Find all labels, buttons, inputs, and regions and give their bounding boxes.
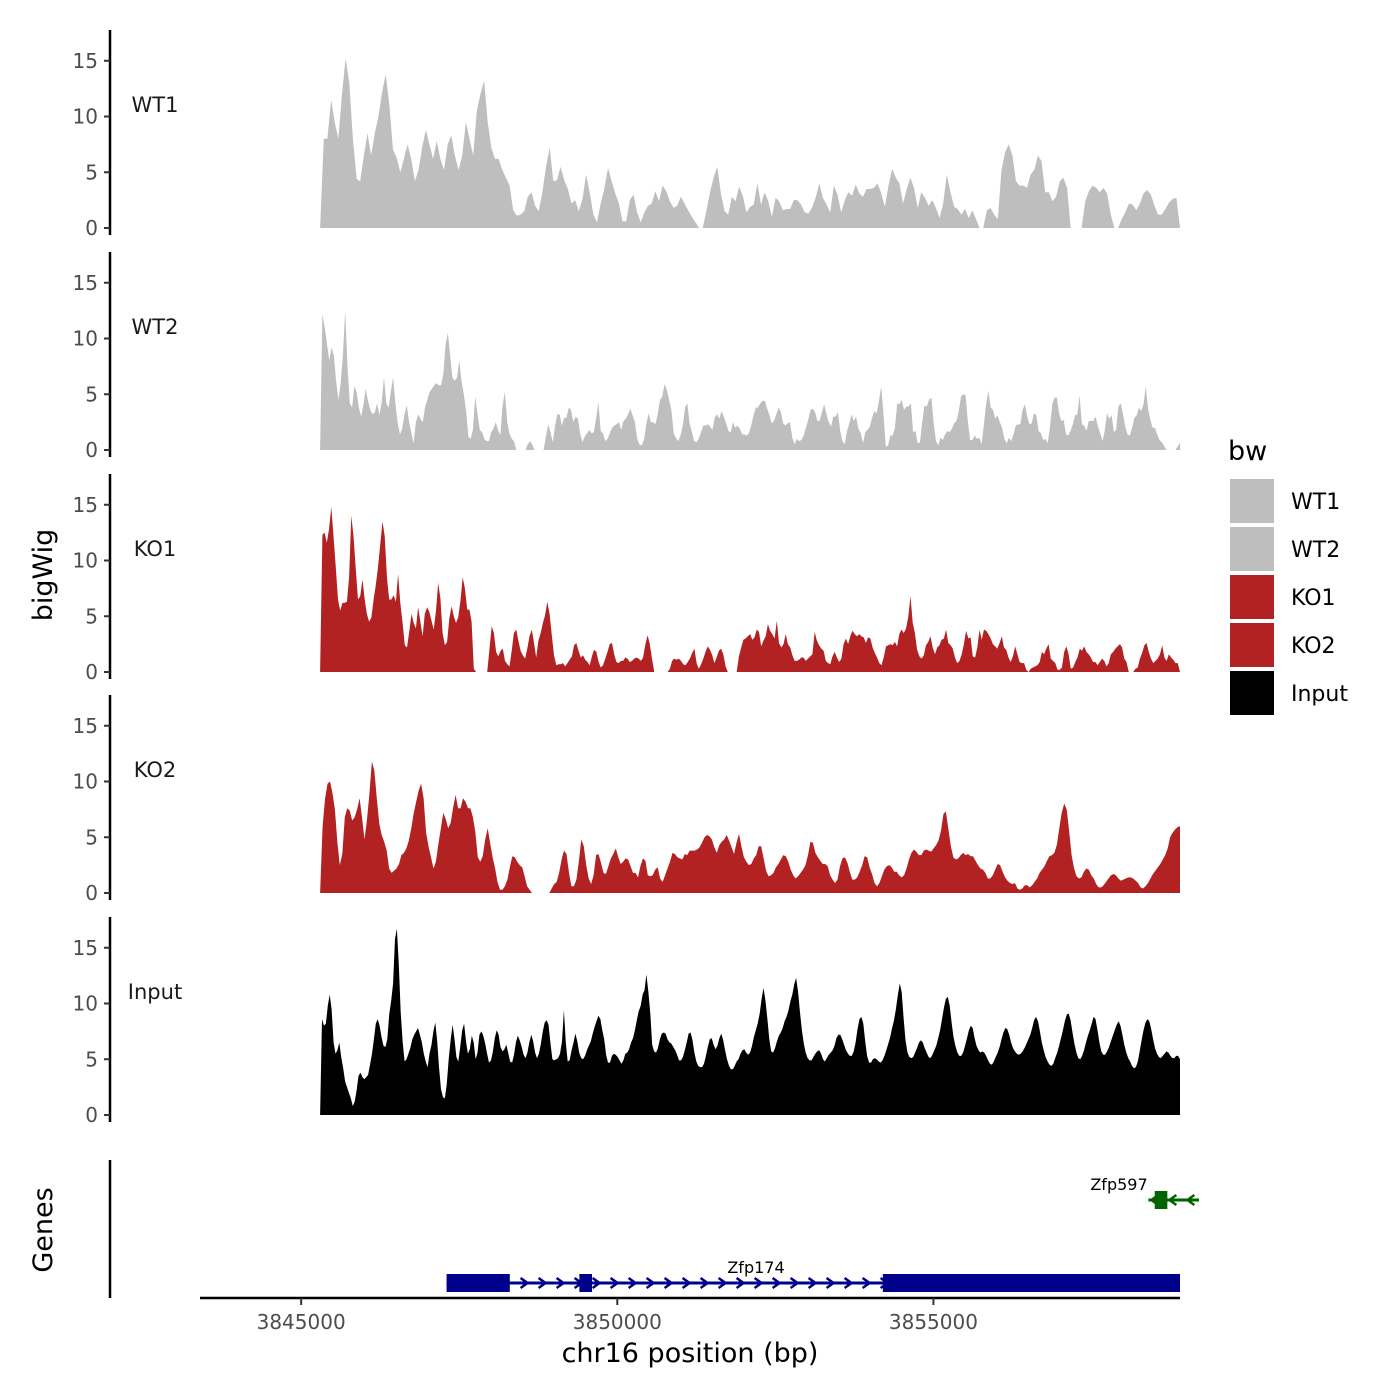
strand-chevron [1185,1193,1196,1207]
strand-chevron [1167,1193,1178,1207]
x-axis: 3845000 3850000 3855000 [200,1296,1180,1334]
legend-entry-wt1: WT1 [1230,479,1340,523]
y-tick-label: 0 [85,216,98,240]
y-tick-label: 10 [73,105,98,129]
track-ko2: 0 5 10 15 KO2 [73,695,1181,905]
y-tick-label: 5 [85,1047,98,1071]
gene-exon [446,1274,510,1292]
track-wt1: 0 5 10 15 WT1 [73,30,1181,240]
legend-entry-input: Input [1230,671,1348,715]
y-tick-label: 15 [73,49,98,73]
gene-zfp174: Zfp174 [446,1258,1180,1292]
y-tick-label: 0 [85,1103,98,1127]
strand-chevron [861,1276,872,1290]
signal-tracks: 0 5 10 15 WT1 0 5 10 15 WT2 0 5 10 15 KO1 0 5 10 15 KO2 0 5 10… [73,30,1181,1127]
gene-zfp597: Zfp597 [1090,1175,1199,1209]
strand-chevron [609,1276,620,1290]
y-tick-label: 10 [73,549,98,573]
x-tick-label: 3855000 [889,1310,978,1334]
x-tick-label: 3850000 [573,1310,662,1334]
strand-chevron [591,1276,602,1290]
x-tick-label: 3845000 [257,1310,346,1334]
y-tick-label: 0 [85,881,98,905]
strand-chevron [807,1276,818,1290]
track-label-input: Input [128,980,182,1004]
strand-chevron [825,1276,836,1290]
legend-swatch [1230,671,1274,715]
area-input [320,928,1181,1115]
track-label-ko1: KO1 [134,537,177,561]
y-tick-label: 5 [85,825,98,849]
legend-label: WT2 [1291,538,1340,563]
strand-chevron [555,1276,566,1290]
y-tick-label: 5 [85,160,98,184]
y-tick-label: 15 [73,936,98,960]
strand-chevron [663,1276,674,1290]
legend-title: bw [1228,436,1267,467]
legend-entry-ko1: KO1 [1230,575,1336,619]
y-axis-title: bigWig [28,529,59,622]
gene-label-zfp597: Zfp597 [1090,1175,1147,1194]
y-tick-label: 15 [73,714,98,738]
strand-chevron [519,1276,530,1290]
legend: bw WT1 WT2 KO1 KO2 Input [1228,436,1348,715]
area-wt1 [320,58,1181,228]
y-tick-label: 10 [73,327,98,351]
legend-entry-ko2: KO2 [1230,623,1336,667]
strand-chevron [537,1276,548,1290]
track-ko1: 0 5 10 15 KO1 [73,474,1181,684]
gene-track: Zfp174 Zfp597 [108,1160,1199,1298]
area-wt2 [320,310,1181,450]
legend-label: KO2 [1291,634,1336,659]
area-ko2 [320,761,1181,893]
gene-exon [1154,1191,1168,1209]
legend-swatch [1230,623,1274,667]
gene-exon [882,1274,1180,1292]
legend-swatch [1230,527,1274,571]
y-tick-label: 5 [85,604,98,628]
y-tick-label: 10 [73,992,98,1016]
area-ko1 [320,507,1181,672]
strand-chevron [699,1276,710,1290]
gene-exon [579,1274,592,1292]
legend-swatch [1230,575,1274,619]
legend-swatch [1230,479,1274,523]
y-tick-label: 10 [73,770,98,794]
track-label-ko2: KO2 [134,758,177,782]
y-tick-label: 5 [85,382,98,406]
y-tick-label: 0 [85,438,98,462]
legend-entry-wt2: WT2 [1230,527,1340,571]
y-tick-label: 15 [73,271,98,295]
legend-label: KO1 [1291,586,1336,611]
track-label-wt2: WT2 [132,315,179,339]
strand-chevron [771,1276,782,1290]
strand-chevron [789,1276,800,1290]
strand-chevron [645,1276,656,1290]
genes-axis-title: Genes [28,1187,59,1272]
y-tick-label: 0 [85,660,98,684]
x-axis-title: chr16 position (bp) [562,1338,819,1369]
track-label-wt1: WT1 [132,93,179,117]
track-wt2: 0 5 10 15 WT2 [73,252,1181,462]
y-tick-label: 15 [73,493,98,517]
strand-chevron [681,1276,692,1290]
track-input: 0 5 10 15 Input [73,917,1181,1127]
strand-chevron [627,1276,638,1290]
gene-label-zfp174: Zfp174 [727,1258,784,1277]
strand-chevron [843,1276,854,1290]
strand-chevron [753,1276,764,1290]
strand-chevron [717,1276,728,1290]
legend-label: WT1 [1291,490,1340,515]
strand-chevron [735,1276,746,1290]
legend-label: Input [1291,682,1348,707]
